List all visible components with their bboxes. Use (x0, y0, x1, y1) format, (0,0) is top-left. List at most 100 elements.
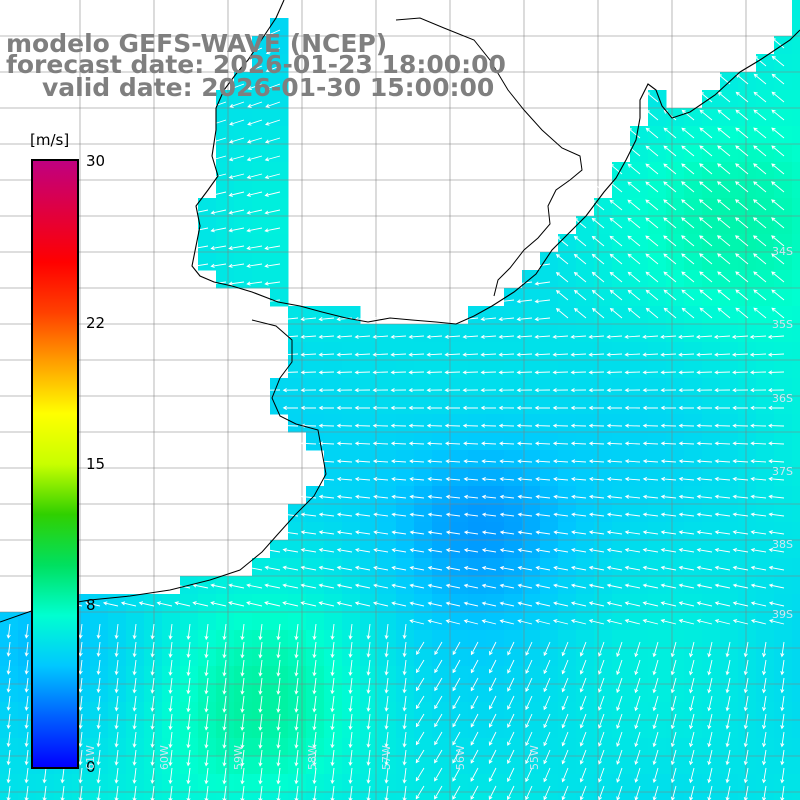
wind-arrow (300, 583, 317, 589)
wind-speed-cell (396, 432, 415, 451)
wind-arrow (114, 785, 119, 800)
wind-arrow (624, 352, 641, 357)
wind-speed-cell (738, 630, 757, 649)
wind-arrow (434, 659, 443, 674)
wind-arrow (300, 317, 317, 322)
wind-speed-cell (522, 612, 541, 631)
wind-speed-cell (414, 522, 433, 541)
wind-speed-cell (792, 0, 800, 19)
wind-arrow (499, 601, 515, 607)
wind-speed-cell (666, 468, 685, 487)
wind-arrow (409, 459, 425, 464)
wind-speed-cell (594, 234, 613, 253)
wind-speed-cell (774, 720, 793, 739)
wind-arrow (588, 583, 605, 589)
wind-speed-cell (630, 144, 649, 163)
wind-arrow (498, 352, 515, 357)
wind-arrow (300, 441, 317, 446)
wind-arrow (696, 441, 713, 446)
wind-speed-cell (378, 504, 397, 523)
wind-arrow (678, 547, 695, 553)
wind-arrow (488, 731, 497, 746)
wind-speed-cell (198, 720, 217, 739)
wind-arrow (96, 659, 101, 676)
latitude-label: 36S (772, 392, 793, 405)
wind-speed-cell (792, 756, 800, 775)
wind-speed-cell (576, 252, 595, 271)
wind-speed-cell (540, 468, 559, 487)
wind-speed-cell (504, 702, 523, 721)
wind-speed-cell (270, 648, 289, 667)
wind-speed-cell (108, 774, 127, 793)
wind-speed-cell (774, 504, 793, 523)
wind-speed-cell (738, 450, 757, 469)
wind-arrow (229, 101, 245, 108)
wind-arrow (598, 767, 605, 783)
wind-speed-cell (540, 522, 559, 541)
wind-arrow (714, 352, 731, 357)
wind-speed-cell (558, 342, 577, 361)
wind-speed-cell (630, 180, 649, 199)
wind-arrow (300, 334, 317, 339)
wind-arrow (642, 459, 659, 464)
wind-speed-cell (522, 288, 541, 307)
wind-arrow (452, 749, 461, 764)
wind-speed-cell (162, 630, 181, 649)
wind-speed-cell (540, 720, 559, 739)
wind-arrow (282, 388, 299, 393)
wind-speed-cell (720, 288, 739, 307)
wind-arrow (444, 441, 461, 446)
wind-speed-cell (324, 504, 343, 523)
wind-arrow (264, 547, 281, 553)
wind-arrow (768, 494, 785, 499)
wind-speed-cell (666, 630, 685, 649)
wind-speed-cell (180, 774, 199, 793)
wind-speed-cell (594, 324, 613, 343)
wind-speed-cell (450, 396, 469, 415)
wind-speed-cell (576, 612, 595, 631)
wind-arrow (247, 101, 263, 108)
wind-arrow (445, 530, 461, 535)
wind-speed-cell (468, 702, 487, 721)
wind-arrow (670, 731, 677, 748)
wind-speed-cell (648, 630, 667, 649)
wind-arrow (470, 677, 479, 692)
wind-arrow (318, 601, 335, 607)
wind-arrow (499, 494, 515, 499)
wind-speed-cell (432, 468, 451, 487)
wind-speed-cell (756, 378, 775, 397)
wind-speed-cell (144, 684, 163, 703)
wind-speed-cell (558, 630, 577, 649)
wind-arrow (735, 163, 749, 175)
wind-speed-cell (468, 486, 487, 505)
wind-speed-cell (180, 738, 199, 757)
wind-speed-cell (648, 90, 667, 109)
wind-speed-cell (774, 216, 793, 235)
wind-speed-cell (162, 756, 181, 775)
wind-speed-cell (234, 270, 253, 289)
wind-speed-cell (576, 486, 595, 505)
wind-speed-cell (486, 738, 505, 757)
wind-arrow (204, 731, 209, 749)
wind-arrow (714, 388, 731, 393)
wind-arrow (588, 405, 605, 410)
wind-arrow (336, 441, 353, 446)
wind-arrow (731, 352, 749, 357)
wind-speed-cell (612, 468, 631, 487)
wind-speed-cell (738, 414, 757, 433)
wind-arrow (336, 530, 353, 535)
wind-speed-cell (612, 594, 631, 613)
wind-arrow (734, 199, 749, 211)
wind-arrow (725, 731, 731, 748)
wind-speed-cell (378, 720, 397, 739)
wind-speed-cell (630, 666, 649, 685)
wind-speed-cell (774, 486, 793, 505)
wind-arrow (553, 565, 569, 571)
wind-arrow (750, 388, 767, 393)
wind-speed-cell (666, 684, 685, 703)
wind-arrow (427, 548, 443, 553)
wind-arrow (409, 565, 425, 571)
wind-speed-cell (612, 252, 631, 271)
wind-speed-cell (414, 432, 433, 451)
wind-speed-cell (360, 522, 379, 541)
